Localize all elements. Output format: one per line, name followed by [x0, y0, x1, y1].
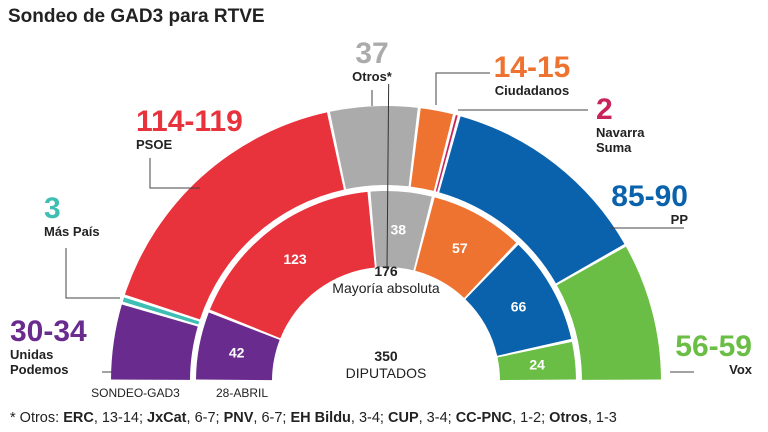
seat-arc-pp: [439, 116, 625, 284]
range-unidas-podemos: 30-34: [10, 315, 87, 348]
seat-arc-psoe: [209, 191, 375, 339]
range-pp: 85-90: [611, 180, 688, 213]
seat-value-vox: 24: [529, 357, 545, 373]
seat-value-pp: 66: [511, 299, 527, 315]
footnote-prefix: * Otros:: [10, 410, 64, 426]
outer-ring-sondeo: [111, 106, 661, 380]
footnote-item: CC-PNC, 1-2;: [455, 410, 550, 426]
party-name-unidas-podemos: Unidas: [10, 347, 53, 362]
majority-value: 176: [374, 263, 398, 279]
party-name-navarra-suma: Suma: [596, 140, 632, 155]
range-vox: 56-59: [675, 330, 752, 363]
party-name-vox: Vox: [729, 362, 753, 377]
majority-label: Mayoría absoluta: [332, 280, 440, 296]
seat-arc-pp: [465, 244, 572, 356]
party-name-otros: Otros*: [352, 69, 393, 84]
seat-arc-vox: [556, 246, 661, 380]
leader-ciudadanos: [435, 72, 490, 105]
footnote-item: CUP, 3-4;: [388, 410, 456, 426]
label-leaders: [65, 72, 694, 373]
inner-ring-28-abril: [196, 191, 576, 381]
seat-value-psoe: 123: [283, 251, 307, 267]
footnote-item: JxCat, 6-7;: [147, 410, 224, 426]
leader-psoe: [149, 158, 200, 189]
party-name-ciudadanos: Ciudadanos: [495, 83, 569, 98]
party-name-unidas-podemos: Podemos: [10, 362, 69, 377]
footnote-item: PNV, 6-7;: [223, 410, 291, 426]
footnote-item: Otros, 1-3: [549, 410, 617, 426]
party-name-mas-pais: Más País: [44, 224, 100, 239]
seat-arc-unidas-podemos: [111, 304, 198, 380]
seat-value-unidas-podemos: 42: [229, 345, 245, 361]
ring-caption-28-abril: 28-ABRIL: [216, 386, 268, 400]
range-mas-pais: 3: [44, 192, 61, 225]
party-name-pp: PP: [671, 212, 689, 227]
seat-arc-psoe: [124, 112, 344, 320]
total-seats-label: DIPUTADOS: [346, 365, 427, 381]
seat-arc-navarra-suma: [435, 115, 458, 192]
footnote-item: EH Bildu, 3-4;: [290, 410, 388, 426]
range-navarra-suma: 2: [596, 93, 613, 126]
range-otros: 37: [355, 37, 388, 70]
seat-arc-otros: [370, 191, 432, 271]
seat-arc-unidas-podemos: [196, 312, 280, 381]
inner-seat-labels: 42 123 38 57 66 24: [229, 221, 545, 372]
chart-title: Sondeo de GAD3 para RTVE: [8, 6, 265, 27]
range-ciudadanos: 14-15: [494, 51, 571, 84]
majority-line: [386, 84, 390, 270]
party-name-navarra-suma: Navarra: [596, 125, 645, 140]
footnote: * Otros: ERC, 13-14; JxCat, 6-7; PNV, 6-…: [10, 410, 617, 426]
party-name-psoe: PSOE: [136, 137, 172, 152]
seat-arc-mas-pais: [122, 297, 200, 325]
seat-arc-ciudadanos: [415, 197, 517, 298]
footnote-item: ERC, 13-14;: [63, 410, 148, 426]
seat-value-otros: 38: [390, 221, 406, 237]
seat-arc-vox: [497, 341, 576, 381]
range-psoe: 114-119: [136, 105, 243, 138]
ring-caption-sondeo: SONDEO-GAD3: [91, 386, 180, 400]
seat-arc-ciudadanos: [410, 108, 453, 191]
total-seats-value: 350: [374, 348, 398, 364]
seat-arc-otros: [329, 106, 418, 190]
seat-value-ciudadanos: 57: [452, 240, 468, 256]
leader-mas-pais: [65, 248, 120, 299]
